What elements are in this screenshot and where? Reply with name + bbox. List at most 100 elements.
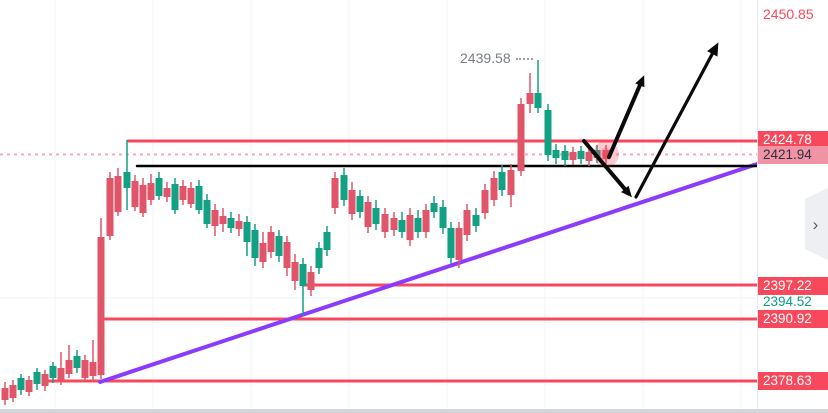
candle-body (195, 186, 203, 210)
candle-body (463, 210, 471, 235)
candle-body (203, 200, 211, 224)
candle-body (235, 221, 243, 229)
candle-body (602, 150, 610, 159)
candle-body (517, 104, 525, 171)
support-resistance-lines (46, 139, 757, 383)
candle-body (544, 110, 552, 155)
candle-body (577, 151, 585, 159)
candle-body (33, 372, 41, 384)
dotted-leader (515, 58, 533, 60)
candle-body (147, 183, 155, 200)
candle-body (481, 190, 489, 213)
candle-body (569, 152, 577, 160)
pullback-down-arrow-head (621, 185, 632, 198)
swing-high-value: 2439.58 (460, 50, 511, 66)
candle-body (267, 232, 275, 252)
candle-body (552, 150, 560, 158)
candle-body (81, 360, 89, 378)
candle-body (406, 215, 414, 240)
bounce-up-arrow (607, 80, 644, 159)
candle-body (422, 210, 430, 232)
candle-body (123, 172, 131, 188)
price-axis[interactable]: 2450.85 2424.78 2421.94 2397.22 2394.52 2390.… (757, 0, 828, 409)
candle-body (299, 264, 307, 286)
collapsed-panel-toggle[interactable]: › (805, 188, 828, 260)
candle-body (49, 366, 57, 378)
candle-body (430, 203, 438, 212)
candle-body (1, 388, 9, 400)
candle-body (455, 228, 463, 260)
candle-body (439, 207, 447, 228)
candle-body (106, 178, 114, 236)
candle-body (97, 237, 105, 375)
candle-body (73, 356, 81, 368)
chevron-right-icon: › (812, 214, 819, 234)
candle-body (323, 232, 331, 250)
candle-body (283, 242, 291, 268)
price-axis-label: 2390.92 (758, 310, 828, 328)
candle-body (472, 215, 480, 226)
price-axis-label: 2378.63 (758, 372, 828, 390)
candle-body (364, 202, 372, 227)
candle-body (89, 362, 97, 376)
candle-body (398, 220, 406, 232)
candle-body (57, 368, 65, 380)
gridlines (0, 0, 757, 409)
bounce-up-arrow-head (635, 75, 645, 88)
candle-body (65, 360, 73, 374)
candle-body (219, 216, 227, 224)
candle-body (41, 374, 49, 386)
candle-body (307, 272, 315, 290)
candle-body (243, 222, 251, 242)
candle-body (490, 178, 498, 200)
candle-body (17, 378, 25, 390)
chart-canvas[interactable] (0, 0, 757, 409)
candle-body (348, 190, 356, 214)
candlestick-series (1, 60, 610, 405)
price-axis-label: 2450.85 (763, 6, 814, 22)
candle-body (381, 214, 389, 232)
candle-body (179, 186, 187, 200)
candle-body (315, 248, 323, 268)
projection-arrows (582, 42, 719, 199)
candle-body (163, 188, 171, 197)
candle-body (414, 218, 422, 232)
candle-body (9, 385, 17, 398)
candle-body (211, 210, 219, 226)
candle-body (131, 181, 139, 207)
candle-body (498, 172, 506, 190)
candle-body (259, 243, 267, 262)
candle-body (227, 218, 235, 228)
candle-body (447, 228, 455, 258)
candle-body (340, 175, 348, 200)
candle-body (526, 93, 534, 104)
ascending-support-trendline (98, 162, 757, 384)
candle-body (275, 236, 283, 256)
candle-body (171, 184, 179, 210)
candle-body (331, 178, 339, 208)
rally-up-arrow-head (707, 42, 719, 57)
price-axis-label: 2421.94 (758, 146, 828, 164)
swing-high-price-label: 2439.58 (460, 50, 533, 66)
candle-body (390, 218, 398, 230)
candle-body (507, 170, 515, 195)
candle-body (356, 196, 364, 212)
bottom-scrollbar-track (0, 409, 828, 413)
candle-body (114, 176, 122, 212)
candle-body (139, 185, 147, 213)
candle-body (251, 230, 259, 258)
price-axis-label: 2397.22 (758, 277, 828, 295)
candle-body (187, 188, 195, 204)
rally-up-arrow (634, 47, 717, 199)
candle-body (25, 380, 33, 392)
candle-body (561, 151, 569, 160)
candle-body (585, 152, 593, 161)
candle-body (534, 93, 542, 108)
candle-body (372, 208, 380, 224)
price-axis-label: 2394.52 (763, 294, 812, 309)
candle-body (155, 178, 163, 196)
pullback-down-arrow (582, 139, 630, 194)
candle-body (291, 262, 299, 281)
price-axis-label: 2424.78 (758, 131, 828, 149)
